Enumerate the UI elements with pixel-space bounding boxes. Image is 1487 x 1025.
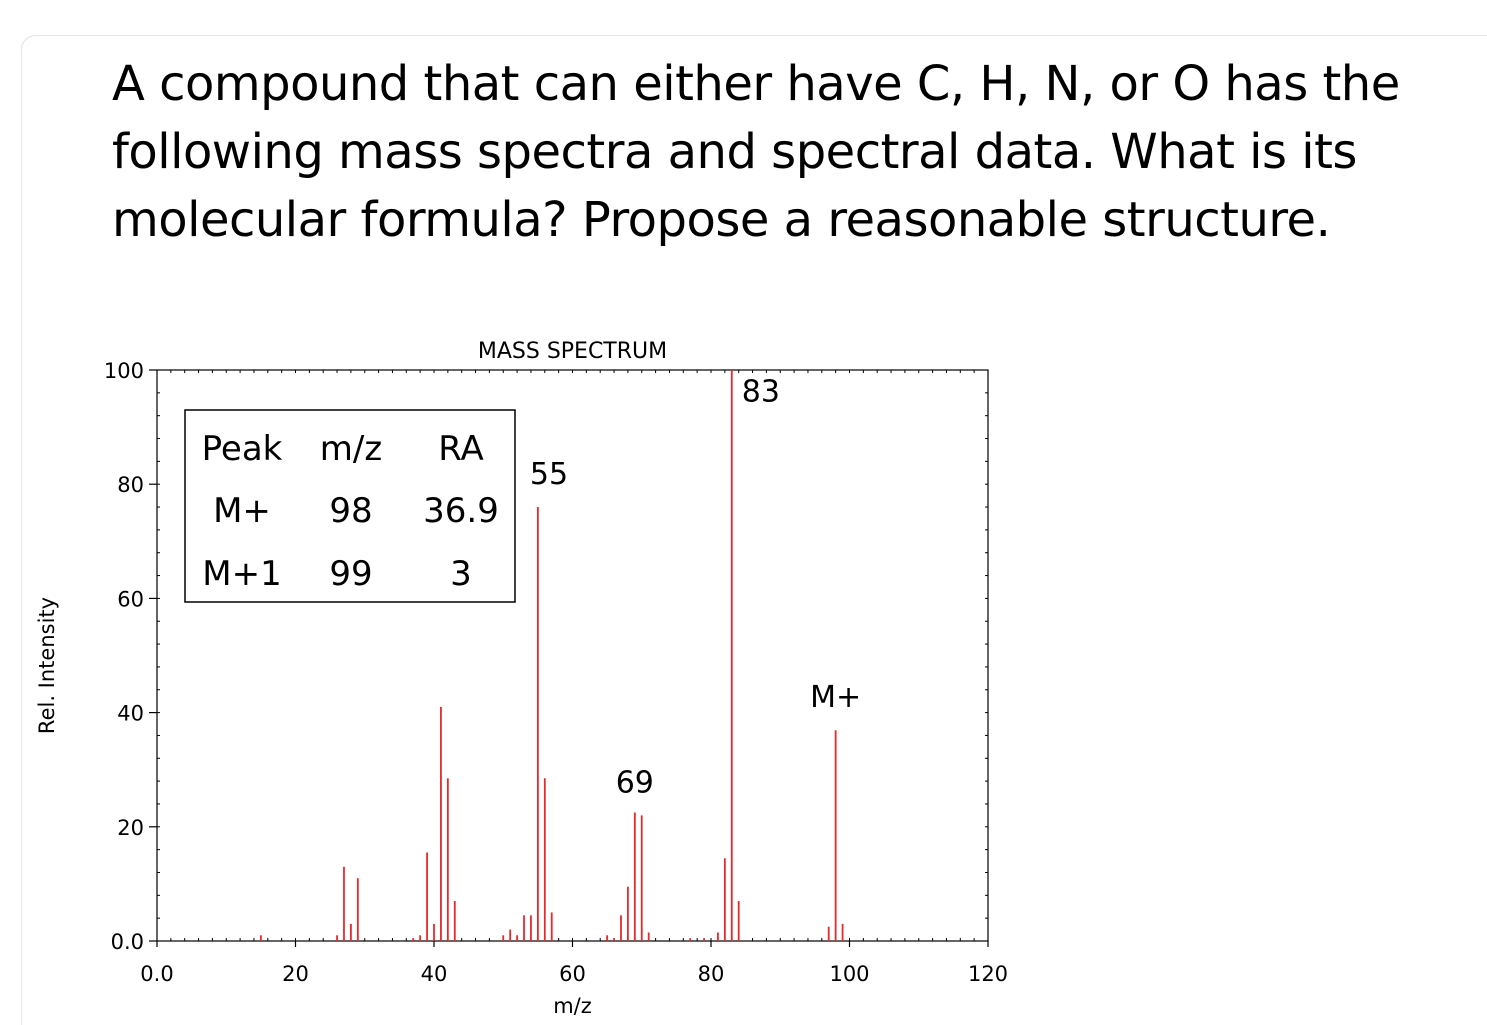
y-tick-label: 0.0 <box>111 930 144 954</box>
peak-annotation: 69 <box>616 766 654 801</box>
top-cropped-strip <box>0 0 1487 14</box>
inset-table-cell: M+1 <box>202 554 281 594</box>
inset-table-box <box>184 409 516 603</box>
inset-table-cell: M+ <box>213 491 271 531</box>
x-axis-label: m/z <box>553 994 592 1018</box>
y-tick-label: 20 <box>117 816 144 840</box>
inset-table-header: RA <box>438 429 484 469</box>
x-tick-label: 40 <box>421 962 448 986</box>
inset-table-cell: 98 <box>329 491 372 531</box>
y-tick-label: 60 <box>117 587 144 611</box>
peak-annotation: 83 <box>742 374 780 409</box>
x-tick-label: 0.0 <box>140 962 173 986</box>
inset-table: Peak m/z RA M+ 98 36.9 M+1 99 3 <box>184 409 516 603</box>
inset-table-header: Peak <box>202 429 283 469</box>
chart-axes <box>149 369 989 947</box>
x-tick-label: 80 <box>698 962 725 986</box>
question-text: A compound that can either have C, H, N,… <box>112 56 1400 248</box>
x-tick-label: 60 <box>559 962 586 986</box>
chart-labels: 0.0 20 40 60 80 100 120 0.0 20 40 60 80 100 MASS SPEC… <box>35 339 1008 1018</box>
inset-table-cell: 3 <box>450 554 472 594</box>
inset-table-cell: 36.9 <box>423 491 499 531</box>
peak-annotation: M+ <box>810 680 861 715</box>
inset-table-cell: 99 <box>329 554 372 594</box>
y-tick-label: 80 <box>117 473 144 497</box>
chart-peaks <box>259 370 844 941</box>
y-tick-label: 100 <box>104 359 144 383</box>
x-tick-label: 120 <box>968 962 1008 986</box>
x-tick-label: 100 <box>829 962 869 986</box>
inset-table-header: m/z <box>320 429 382 469</box>
chart-title: MASS SPECTRUM <box>478 339 667 364</box>
peak-annotation: 55 <box>530 457 568 492</box>
y-axis-label: Rel. Intensity <box>35 597 59 734</box>
x-tick-label: 20 <box>282 962 309 986</box>
y-tick-label: 40 <box>117 702 144 726</box>
